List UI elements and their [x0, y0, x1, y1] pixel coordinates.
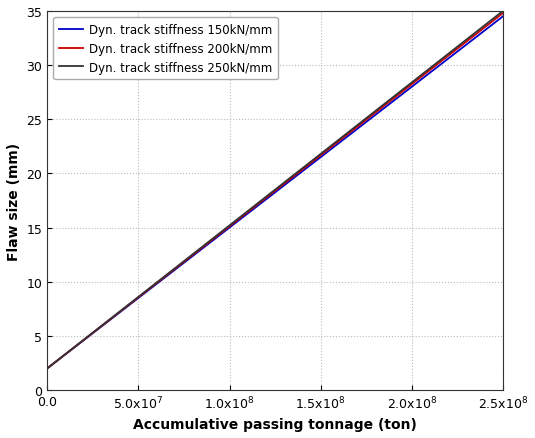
Y-axis label: Flaw size (mm): Flaw size (mm)	[7, 142, 21, 260]
X-axis label: Accumulative passing tonnage (ton): Accumulative passing tonnage (ton)	[133, 417, 417, 431]
Legend: Dyn. track stiffness 150kN/mm, Dyn. track stiffness 200kN/mm, Dyn. track stiffne: Dyn. track stiffness 150kN/mm, Dyn. trac…	[53, 18, 278, 80]
